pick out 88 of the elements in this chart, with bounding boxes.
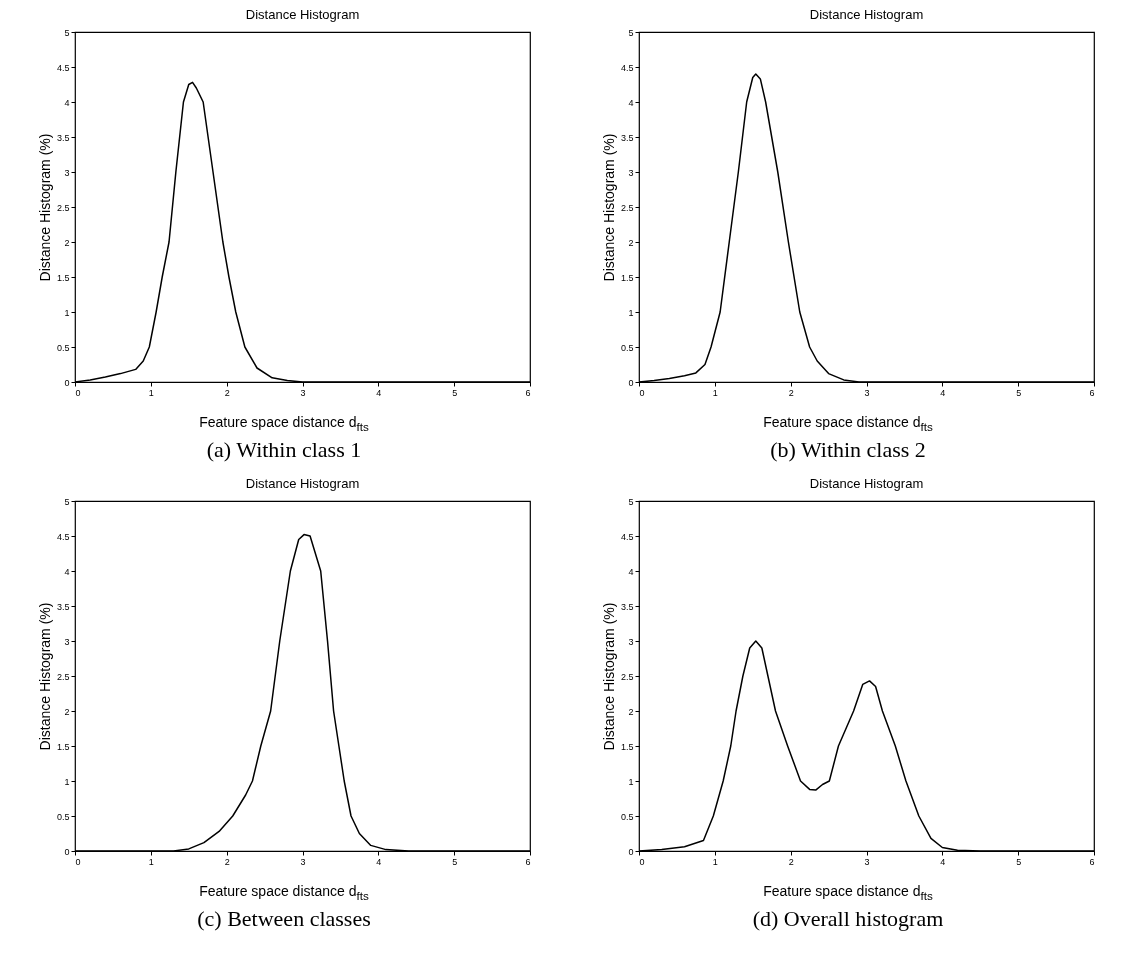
y-tick-label: 0 <box>63 846 69 857</box>
y-tick-label: 1.5 <box>56 272 69 283</box>
y-tick-label: 4.5 <box>620 531 633 542</box>
x-tick-label: 2 <box>224 856 230 867</box>
y-axis-title: Distance Histogram (%) <box>600 133 617 282</box>
y-tick-label: 4 <box>63 566 69 577</box>
x-tick-label: 3 <box>299 387 306 398</box>
y-tick-label: 0 <box>627 846 633 857</box>
x-axis-title: Feature space distance d$_{fts}$ <box>199 414 369 433</box>
y-tick-label: 1 <box>63 776 69 787</box>
y-tick-label: 4.5 <box>620 62 633 73</box>
y-tick-label: 3 <box>63 636 69 647</box>
x-tick-label: 6 <box>524 387 530 398</box>
y-axis-title: Distance Histogram (%) <box>600 602 617 751</box>
x-tick-label: 1 <box>712 856 718 867</box>
y-tick-label: 0 <box>627 377 633 388</box>
y-tick-label: 1 <box>63 307 69 318</box>
x-tick-label: 5 <box>1015 856 1021 867</box>
x-tick-label: 0 <box>639 387 645 398</box>
y-tick-label: 0.5 <box>620 342 633 353</box>
chart-title: Distance Histogram <box>809 475 923 491</box>
x-axis-title: Feature space distance d$_{fts}$ <box>763 414 933 433</box>
y-tick-label: 3.5 <box>620 132 633 143</box>
y-tick-label: 0.5 <box>620 811 633 822</box>
y-tick-label: 5 <box>627 27 633 38</box>
x-tick-label: 3 <box>863 387 870 398</box>
x-axis-title: Feature space distance d$_{fts}$ <box>199 882 369 902</box>
y-tick-label: 5 <box>627 496 633 507</box>
chart-title: Distance Histogram <box>245 7 359 22</box>
y-tick-label: 2 <box>627 237 633 248</box>
y-axis-title: Distance Histogram (%) <box>36 602 53 751</box>
text: (c) Between classes <box>197 905 371 932</box>
x-tick-label: 2 <box>224 387 230 398</box>
x-tick-label: 4 <box>375 387 381 398</box>
x-tick-label: 1 <box>148 387 154 398</box>
x-tick-label: 5 <box>1015 387 1021 398</box>
x-tick-label: 0 <box>75 387 81 398</box>
x-tick-label: 4 <box>375 856 381 867</box>
y-tick-label: 1 <box>627 776 633 787</box>
y-tick-label: 2.5 <box>620 671 633 682</box>
y-tick-label: 1 <box>627 307 633 318</box>
y-tick-label: 3.5 <box>56 601 69 612</box>
y-tick-label: 1.5 <box>56 741 69 752</box>
x-axis-title: Feature space distance d$_{fts}$ <box>763 882 933 902</box>
y-tick-label: 2 <box>63 237 69 248</box>
y-tick-label: 2.5 <box>620 202 633 213</box>
x-tick-label: 5 <box>451 856 457 867</box>
x-tick-label: 6 <box>524 856 530 867</box>
text: (d) Overall histogram <box>752 905 944 932</box>
y-tick-label: 3 <box>627 167 633 178</box>
x-tick-label: 3 <box>863 856 870 867</box>
x-tick-label: 2 <box>788 856 794 867</box>
y-tick-label: 2 <box>63 706 69 717</box>
y-axis-title: Distance Histogram (%) <box>36 133 53 282</box>
y-tick-label: 2.5 <box>56 671 69 682</box>
y-tick-label: 3 <box>63 167 69 178</box>
x-tick-label: 6 <box>1088 387 1094 398</box>
text: (b) Within class 2 <box>770 436 926 463</box>
x-tick-label: 1 <box>148 856 154 867</box>
y-tick-label: 1.5 <box>620 741 633 752</box>
chart-title: Distance Histogram <box>245 475 359 491</box>
y-tick-label: 5 <box>63 496 69 507</box>
y-tick-label: 4 <box>627 97 633 108</box>
chart-title: Distance Histogram <box>809 7 923 22</box>
y-tick-label: 0.5 <box>56 811 69 822</box>
x-tick-label: 4 <box>939 856 945 867</box>
y-tick-label: 3 <box>627 636 633 647</box>
x-tick-label: 2 <box>788 387 794 398</box>
x-tick-label: 1 <box>712 387 718 398</box>
x-tick-label: 0 <box>75 856 81 867</box>
y-tick-label: 2 <box>627 706 633 717</box>
y-tick-label: 4 <box>63 97 69 108</box>
x-tick-label: 0 <box>639 856 645 867</box>
text: (a) Within class 1 <box>206 436 362 463</box>
x-tick-label: 4 <box>939 387 945 398</box>
y-tick-label: 4 <box>627 566 633 577</box>
y-tick-label: 0 <box>63 377 69 388</box>
y-tick-label: 2.5 <box>56 202 69 213</box>
x-tick-label: 6 <box>1088 856 1094 867</box>
y-tick-label: 3.5 <box>620 601 633 612</box>
x-tick-label: 5 <box>451 387 457 398</box>
y-tick-label: 0.5 <box>56 342 69 353</box>
y-tick-label: 4.5 <box>56 62 69 73</box>
y-tick-label: 1.5 <box>620 272 633 283</box>
x-tick-label: 3 <box>299 856 306 867</box>
y-tick-label: 3.5 <box>56 132 69 143</box>
y-tick-label: 5 <box>63 27 69 38</box>
y-tick-label: 4.5 <box>56 531 69 542</box>
